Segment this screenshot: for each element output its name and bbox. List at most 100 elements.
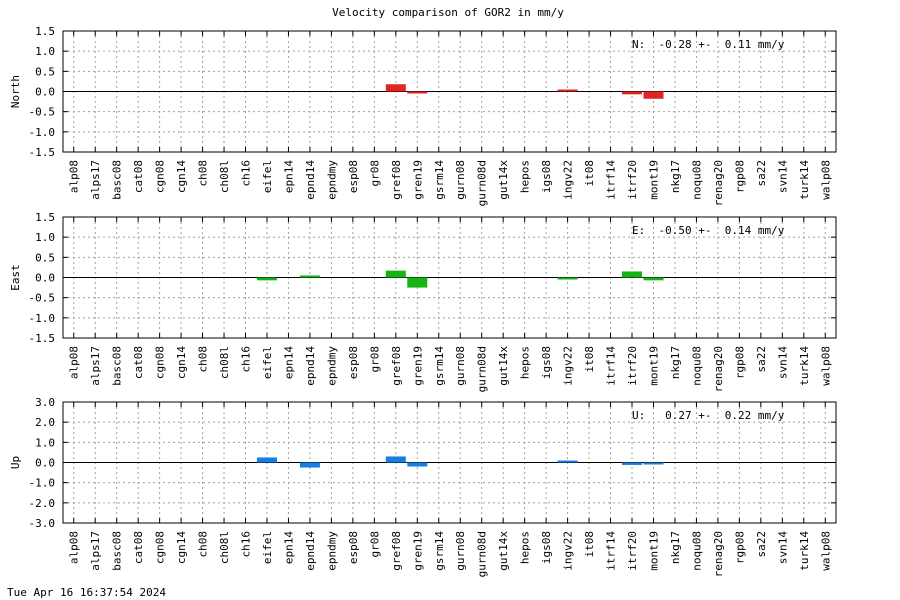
- category-label-ch08: ch08: [197, 346, 210, 373]
- category-label-cgn08: cgn08: [154, 160, 167, 193]
- category-label-cgn08: cgn08: [154, 346, 167, 379]
- panel-north: 1.5 1.0 0.5 0.0 -0.5 -1.0 -1.5 alp08 alps17 basc0…: [9, 25, 837, 206]
- category-label-itrf20: itrf20: [626, 531, 639, 571]
- bar-up-epnd14: [299, 462, 320, 468]
- category-label-walp08: walp08: [819, 346, 832, 386]
- bar-north-mont19: [643, 91, 664, 99]
- category-label-gren19: gren19: [411, 160, 424, 200]
- category-label-walp08: walp08: [819, 531, 832, 571]
- category-label-gref08: gref08: [390, 346, 403, 386]
- category-label-basc08: basc08: [111, 160, 124, 200]
- category-label-basc08: basc08: [111, 346, 124, 386]
- category-label-alps17: alps17: [89, 531, 102, 571]
- category-label-itrf20: itrf20: [626, 160, 639, 200]
- panel-up: 3.0 2.0 1.0 0.0 -1.0 -2.0 -3.0 alp08 alps17 basc0…: [9, 396, 837, 577]
- category-label-cgn14: cgn14: [175, 160, 188, 193]
- category-label-ch16: ch16: [240, 160, 253, 187]
- category-label-gref08: gref08: [390, 160, 403, 200]
- bar-east-ingv22: [557, 277, 578, 280]
- category-label-turk14: turk14: [798, 160, 811, 200]
- category-label-renag20: renag20: [712, 531, 725, 577]
- category-label-epndmy: epndmy: [325, 160, 338, 200]
- category-label-eifel: eifel: [261, 346, 274, 379]
- category-label-esp08: esp08: [347, 346, 360, 379]
- y-axis-label-east: East: [9, 264, 22, 291]
- category-label-eifel: eifel: [261, 160, 274, 193]
- ytick-label: 1.0: [35, 231, 55, 244]
- category-label-turk14: turk14: [798, 531, 811, 571]
- ytick-label: -1.0: [29, 126, 56, 139]
- category-label-nkg17: nkg17: [669, 346, 682, 379]
- category-label-gurn08d: gurn08d: [476, 346, 489, 392]
- bar-east-eifel: [256, 277, 277, 281]
- stat-annotation-up: U: 0.27 +- 0.22 mm/y: [632, 409, 785, 422]
- category-label-gr08: gr08: [368, 160, 381, 187]
- category-label-cat08: cat08: [132, 531, 145, 564]
- category-label-svn14: svn14: [776, 346, 789, 379]
- category-label-mont19: mont19: [647, 160, 660, 200]
- category-label-gurn08d: gurn08d: [476, 531, 489, 577]
- category-label-epn14: epn14: [282, 531, 295, 564]
- category-label-ingv22: ingv22: [562, 160, 575, 200]
- bar-east-itrf20: [622, 271, 643, 278]
- category-label-it08: it08: [583, 531, 596, 558]
- category-label-gr08: gr08: [368, 531, 381, 558]
- category-label-gsrm14: gsrm14: [433, 160, 446, 200]
- category-label-alps17: alps17: [89, 346, 102, 386]
- bar-east-gref08: [385, 270, 406, 278]
- bar-east-mont19: [643, 277, 664, 281]
- category-label-noqu08: noqu08: [690, 346, 703, 386]
- category-label-gut14x: gut14x: [497, 531, 510, 571]
- category-label-sa22: sa22: [755, 531, 768, 558]
- category-label-gurn08: gurn08: [454, 531, 467, 571]
- category-label-hepos: hepos: [519, 531, 532, 564]
- ytick-label: 1.0: [35, 436, 55, 449]
- category-label-ingv22: ingv22: [562, 531, 575, 571]
- stat-annotation-north: N: -0.28 +- 0.11 mm/y: [632, 38, 785, 51]
- ytick-label: -1.5: [29, 332, 56, 345]
- bar-east-epnd14: [299, 275, 320, 278]
- category-label-turk14: turk14: [798, 346, 811, 386]
- y-axis-label-north: North: [9, 75, 22, 108]
- category-label-epndmy: epndmy: [325, 346, 338, 386]
- category-label-gut14x: gut14x: [497, 346, 510, 386]
- category-label-esp08: esp08: [347, 160, 360, 193]
- category-label-nkg17: nkg17: [669, 160, 682, 193]
- category-label-igs08: igs08: [540, 346, 553, 379]
- category-label-svn14: svn14: [776, 160, 789, 193]
- ytick-label: -1.5: [29, 146, 56, 159]
- bar-up-gref08: [385, 456, 406, 463]
- category-label-rgp08: rgp08: [733, 160, 746, 193]
- category-label-epndmy: epndmy: [325, 531, 338, 571]
- category-label-renag20: renag20: [712, 346, 725, 392]
- footer-timestamp: Tue Apr 16 16:37:54 2024: [7, 586, 166, 599]
- category-label-igs08: igs08: [540, 531, 553, 564]
- bar-up-mont19: [643, 462, 664, 465]
- ytick-label: 0.5: [35, 251, 55, 264]
- ytick-label: 1.5: [35, 25, 55, 38]
- category-label-epn14: epn14: [282, 160, 295, 193]
- category-label-epnd14: epnd14: [304, 346, 317, 386]
- ytick-label: -0.5: [29, 106, 56, 119]
- category-label-cgn14: cgn14: [175, 531, 188, 564]
- category-label-alp08: alp08: [68, 346, 81, 379]
- category-label-igs08: igs08: [540, 160, 553, 193]
- bar-north-itrf20: [622, 91, 643, 95]
- category-label-alp08: alp08: [68, 531, 81, 564]
- category-label-nkg17: nkg17: [669, 531, 682, 564]
- category-label-ingv22: ingv22: [562, 346, 575, 386]
- category-label-sa22: sa22: [755, 160, 768, 187]
- category-label-noqu08: noqu08: [690, 160, 703, 200]
- category-label-itrf14: itrf14: [605, 160, 618, 200]
- category-label-gsrm14: gsrm14: [433, 346, 446, 386]
- category-label-gurn08d: gurn08d: [476, 160, 489, 206]
- bar-up-itrf20: [622, 462, 643, 465]
- bar-up-eifel: [256, 457, 277, 463]
- category-label-sa22: sa22: [755, 346, 768, 373]
- category-label-svn14: svn14: [776, 531, 789, 564]
- category-label-epnd14: epnd14: [304, 531, 317, 571]
- bar-north-gref08: [385, 84, 406, 92]
- category-label-alps17: alps17: [89, 160, 102, 200]
- ytick-label: 0.5: [35, 65, 55, 78]
